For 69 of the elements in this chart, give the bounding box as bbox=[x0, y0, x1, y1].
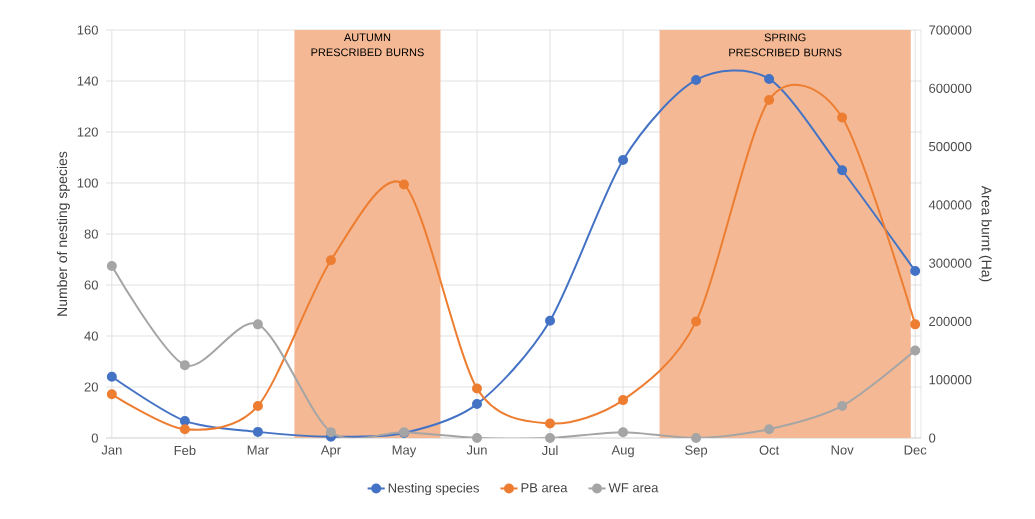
y-tick-label: 120 bbox=[77, 127, 98, 137]
point bbox=[325, 255, 336, 266]
x-tick-label: Nov bbox=[831, 445, 854, 455]
point bbox=[618, 427, 629, 438]
point bbox=[837, 400, 848, 411]
y-axis-title: Number of nesting species bbox=[56, 151, 70, 316]
y2-tick-label: 500000 bbox=[929, 141, 972, 152]
point bbox=[764, 73, 775, 84]
y2-tick-label: 0 bbox=[929, 433, 936, 443]
x-tick-label: Oct bbox=[759, 445, 780, 455]
x-tick-label: Aug bbox=[611, 445, 634, 458]
point bbox=[837, 165, 848, 176]
point bbox=[618, 155, 629, 166]
x-tick-label: May bbox=[392, 445, 417, 458]
point bbox=[252, 426, 263, 437]
point bbox=[471, 399, 482, 410]
y2-tick-label: 200000 bbox=[929, 316, 972, 327]
point bbox=[691, 74, 702, 85]
point bbox=[910, 319, 921, 330]
y2-tick-label: 700000 bbox=[929, 25, 972, 35]
point bbox=[179, 415, 190, 426]
point bbox=[398, 179, 409, 190]
point bbox=[764, 94, 775, 105]
y-tick-label: 160 bbox=[77, 25, 98, 35]
point bbox=[179, 424, 190, 435]
point bbox=[910, 345, 921, 356]
point bbox=[106, 261, 117, 272]
point bbox=[837, 112, 848, 123]
point bbox=[106, 371, 117, 382]
x-tick-label: Jan bbox=[101, 445, 122, 455]
y-tick-label: 20 bbox=[84, 382, 98, 392]
y-tick-label: 80 bbox=[84, 229, 98, 239]
x-tick-label: Apr bbox=[320, 445, 341, 458]
y-tick-label: 100 bbox=[77, 178, 98, 188]
point bbox=[618, 395, 629, 406]
point bbox=[179, 360, 190, 371]
y2-axis-title: Area burnt (Ha) bbox=[978, 185, 992, 282]
point bbox=[472, 383, 482, 394]
y2-tick-label: 600000 bbox=[929, 83, 972, 93]
x-tick-label: Feb bbox=[174, 445, 196, 456]
y-tick-label: 60 bbox=[84, 280, 98, 290]
x-tick-label: Jun bbox=[466, 445, 487, 455]
legend-label: PB area bbox=[521, 483, 568, 493]
point bbox=[545, 433, 556, 443]
y2-tick-label: 400000 bbox=[928, 200, 972, 210]
x-tick-label: Sep bbox=[685, 445, 708, 458]
point bbox=[106, 389, 117, 400]
y-tick-label: 140 bbox=[77, 76, 98, 86]
y2-tick-label: 300000 bbox=[929, 258, 972, 268]
band-label: AUTUMN PRESCRIBED BURNS bbox=[311, 33, 424, 57]
point bbox=[691, 316, 702, 327]
point bbox=[910, 265, 921, 276]
x-tick-label: Dec bbox=[904, 445, 927, 455]
point bbox=[325, 427, 336, 438]
point bbox=[764, 424, 775, 435]
point bbox=[252, 400, 263, 411]
point bbox=[252, 319, 263, 330]
legend-label: WF area bbox=[608, 483, 659, 493]
legend-label: Nesting species bbox=[388, 483, 479, 496]
point bbox=[545, 315, 556, 326]
y-tick-label: 40 bbox=[84, 331, 98, 341]
band-label: SPRING PRESCRIBED BURNS bbox=[729, 33, 842, 57]
x-tick-label: Jul bbox=[541, 445, 558, 456]
y2-tick-label: 100000 bbox=[929, 375, 972, 385]
point bbox=[472, 433, 482, 443]
y-tick-label: 0 bbox=[91, 433, 98, 443]
point bbox=[691, 433, 702, 443]
point bbox=[545, 418, 556, 429]
x-tick-label: Mar bbox=[247, 445, 269, 455]
